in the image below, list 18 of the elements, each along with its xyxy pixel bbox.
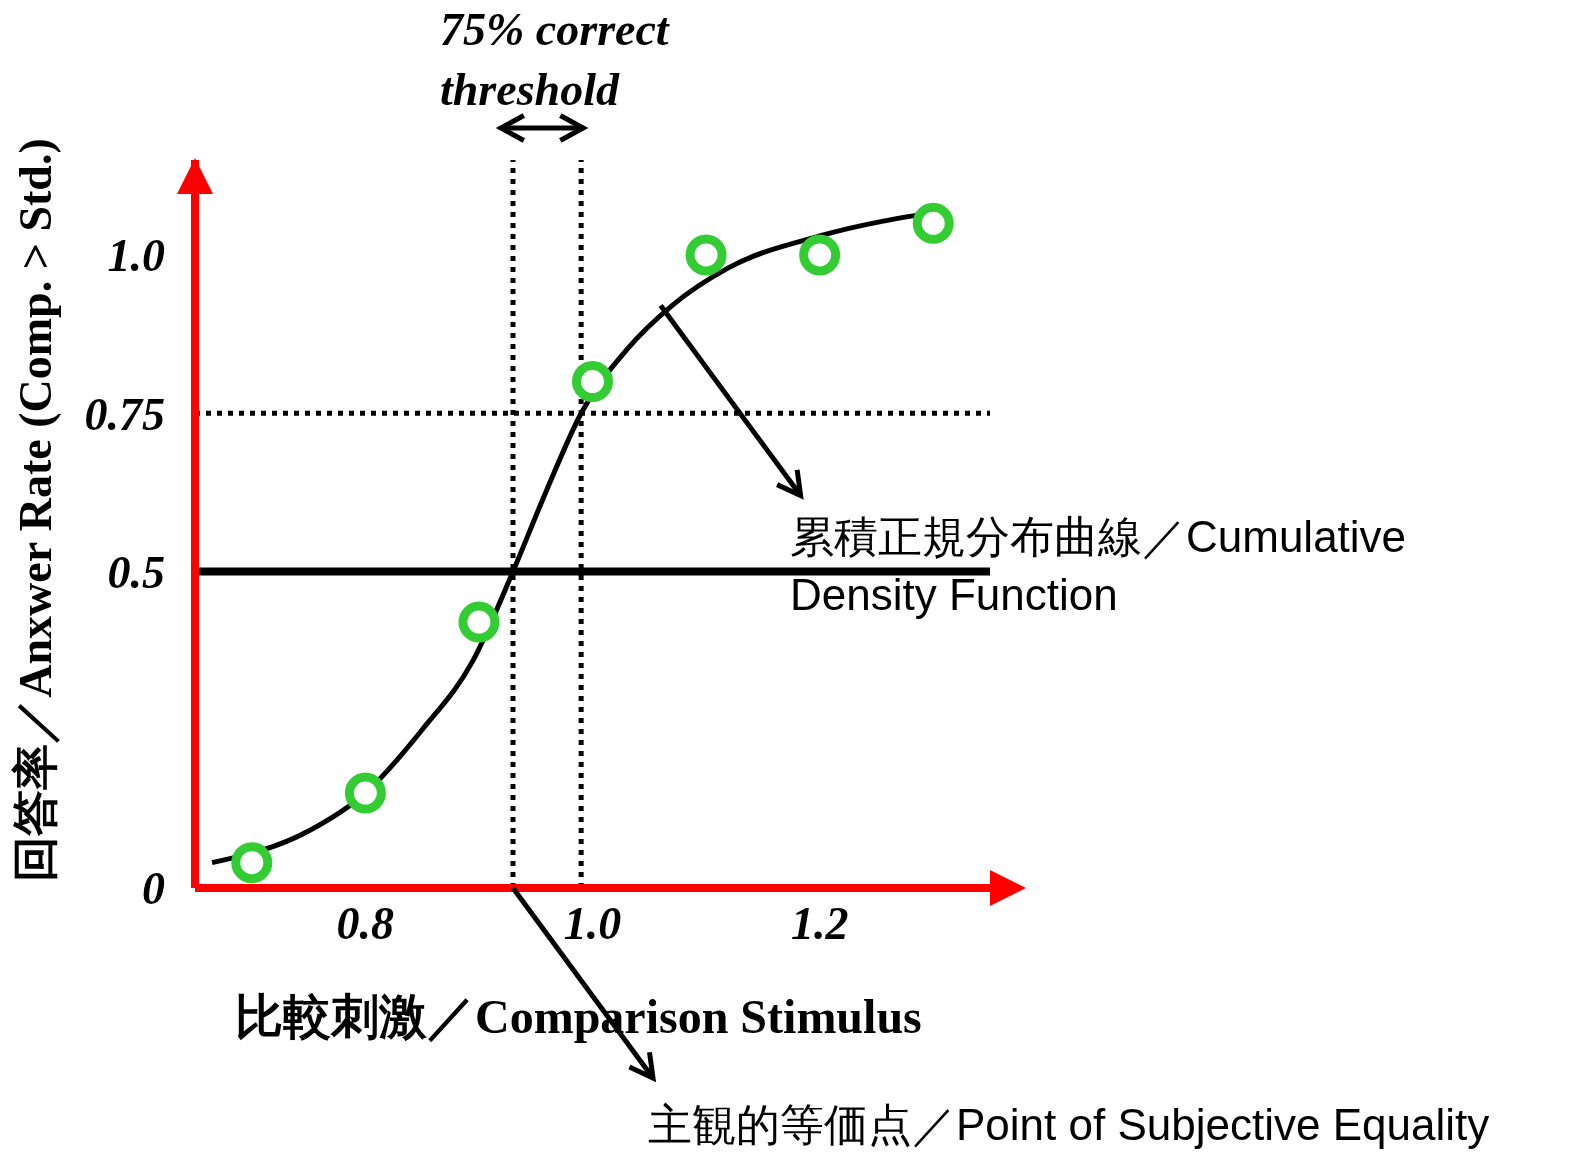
y-tick-label: 1.0 — [107, 230, 165, 282]
y-axis-title: 回答率／Anxwer Rate (Comp. > Std.) — [9, 138, 62, 882]
point — [458, 601, 500, 643]
annotation: 累積正規分布曲線／Cumulative Density Function — [790, 511, 1408, 621]
point — [344, 772, 386, 814]
point — [912, 202, 954, 244]
point — [231, 842, 273, 884]
annotation: 主観的等価点／Point of Subjective Equality — [648, 1099, 1490, 1151]
x-tick-label: 0.8 — [336, 897, 395, 949]
y-tick-label: 0.75 — [84, 388, 165, 440]
text: 75% correct threshold — [440, 3, 671, 117]
point — [799, 234, 841, 276]
point — [685, 234, 727, 276]
y-tick-label: 0 — [142, 863, 165, 915]
x-tick-label: 1.2 — [790, 897, 849, 949]
x-tick-label: 1.0 — [563, 897, 622, 949]
y-tick-label: 0.5 — [107, 546, 165, 598]
point — [572, 361, 613, 403]
